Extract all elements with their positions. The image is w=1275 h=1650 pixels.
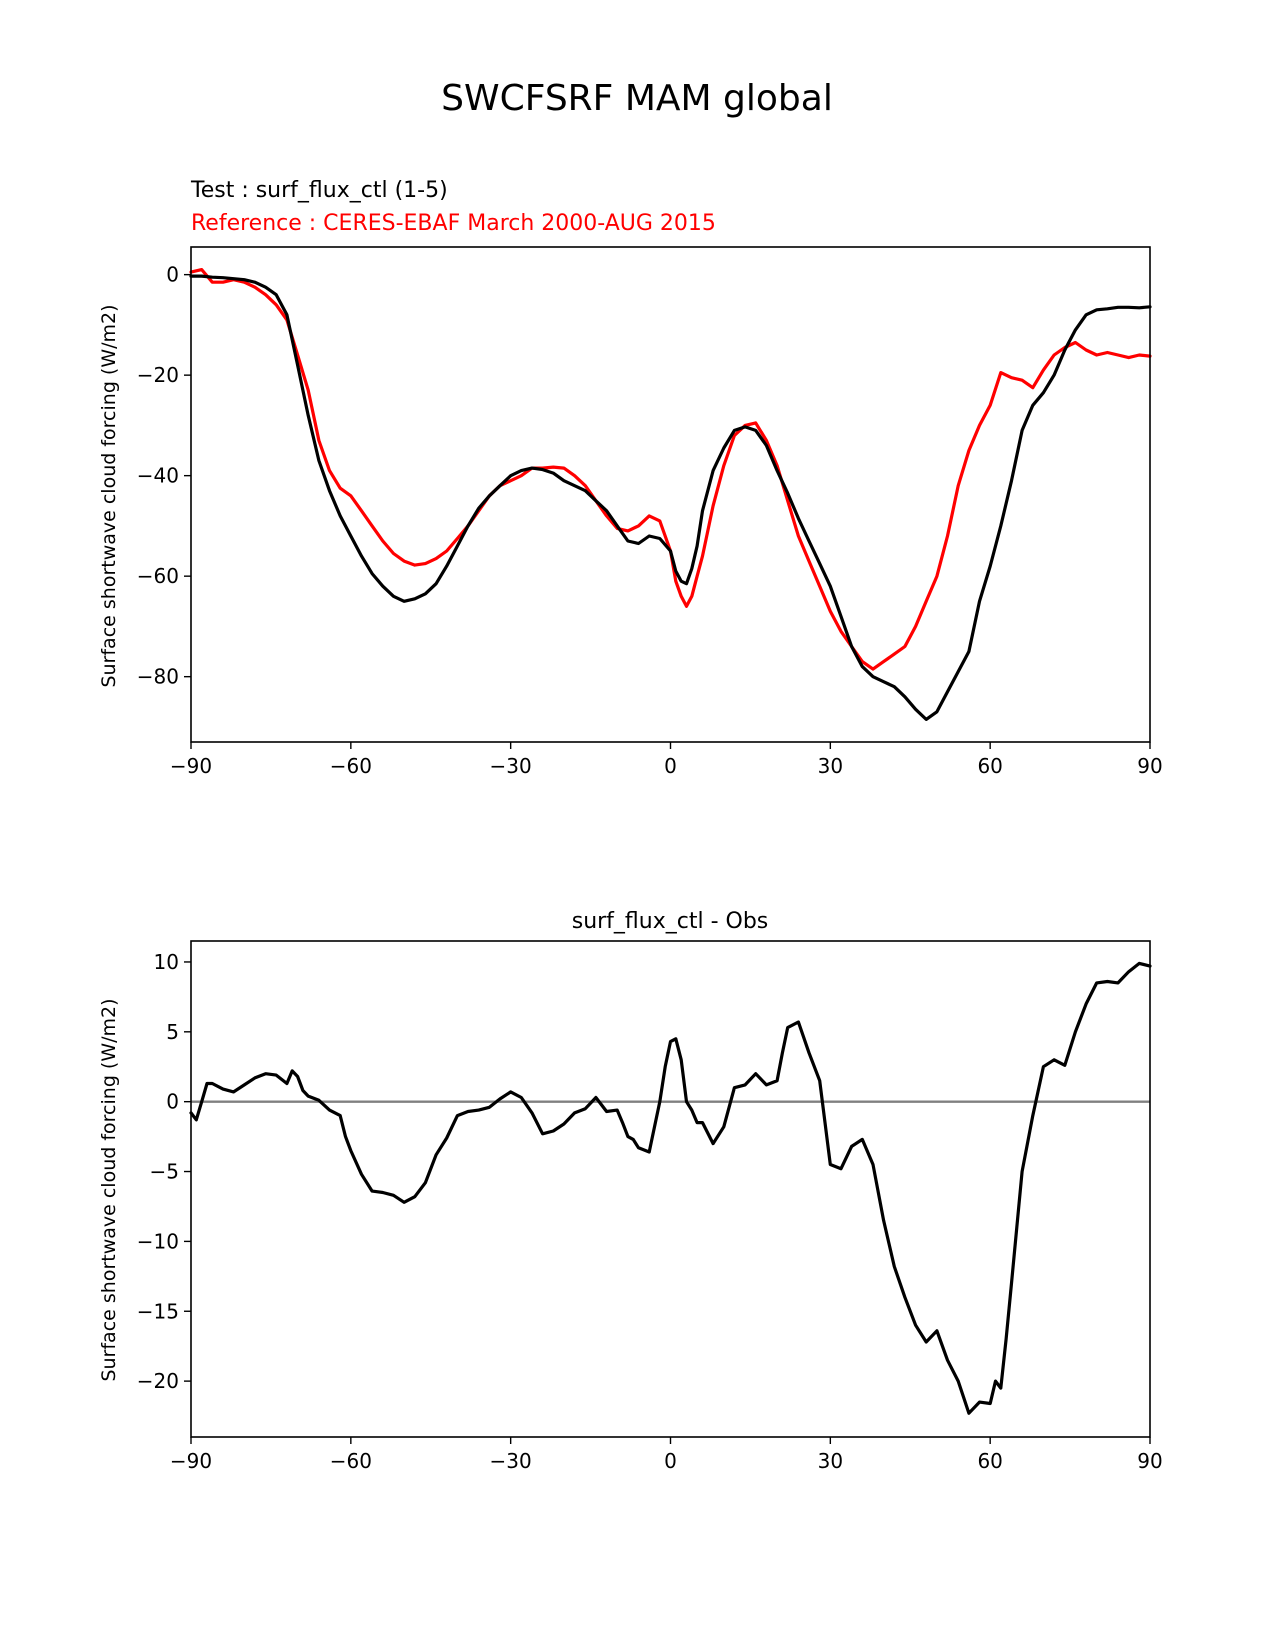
bottom-y-ticks: 10 5 0 −5 −10 −15 −20: [137, 950, 191, 1393]
bottom-y-tick-label: −15: [137, 1299, 179, 1323]
top-x-tick-label: 90: [1137, 754, 1162, 778]
bottom-x-tick-label: 90: [1137, 1449, 1162, 1473]
top-y-axis-label: Surface shortwave cloud forcing (W/m2): [98, 304, 120, 687]
bottom-y-tick-label: 5: [166, 1020, 179, 1044]
bottom-x-tick-label: −90: [170, 1449, 212, 1473]
top-y-ticks: 0 −20 −40 −60 −80: [137, 263, 191, 689]
figure-title: SWCFSRF MAM global: [441, 78, 833, 119]
bottom-y-axis-label: Surface shortwave cloud forcing (W/m2): [98, 998, 120, 1381]
top-series-test-line: [189, 274, 1152, 721]
top-x-ticks: −90 −60 −30 0 30 60 90: [170, 742, 1163, 778]
top-y-tick-label: −20: [137, 363, 179, 387]
bottom-x-ticks: −90 −60 −30 0 30 60 90: [170, 1437, 1163, 1473]
test-label: Test : surf_flux_ctl (1-5): [190, 178, 448, 203]
bottom-y-tick-label: 0: [166, 1090, 179, 1114]
bottom-x-tick-label: −30: [490, 1449, 532, 1473]
bottom-y-tick-label: 10: [154, 950, 179, 974]
reference-label: Reference : CERES-EBAF March 2000-AUG 20…: [191, 211, 716, 236]
top-chart: Test : surf_flux_ctl (1-5) Reference : C…: [98, 178, 1163, 778]
top-x-tick-label: −30: [490, 754, 532, 778]
top-x-tick-label: 30: [818, 754, 843, 778]
top-y-tick-label: −40: [137, 464, 179, 488]
bottom-x-tick-label: 0: [664, 1449, 677, 1473]
bottom-y-tick-label: −5: [150, 1160, 179, 1184]
top-x-tick-label: 60: [977, 754, 1002, 778]
bottom-chart-title: surf_flux_ctl - Obs: [572, 909, 769, 934]
top-y-tick-label: −60: [137, 564, 179, 588]
top-series-layer: [189, 268, 1152, 721]
bottom-x-tick-label: 30: [818, 1449, 843, 1473]
top-x-tick-label: −90: [170, 754, 212, 778]
bottom-x-tick-label: −60: [330, 1449, 372, 1473]
bottom-y-tick-label: −10: [137, 1229, 179, 1253]
bottom-x-tick-label: 60: [977, 1449, 1002, 1473]
bottom-series-layer: [189, 961, 1152, 1415]
top-y-tick-label: 0: [166, 263, 179, 287]
top-x-tick-label: 0: [664, 754, 677, 778]
bottom-y-tick-label: −20: [137, 1369, 179, 1393]
bottom-series-test-line: [189, 961, 1152, 1415]
bottom-chart: surf_flux_ctl - Obs Surface shortwave cl…: [98, 909, 1163, 1473]
top-series-reference-line: [189, 268, 1152, 671]
top-y-tick-label: −80: [137, 665, 179, 689]
top-x-tick-label: −60: [330, 754, 372, 778]
